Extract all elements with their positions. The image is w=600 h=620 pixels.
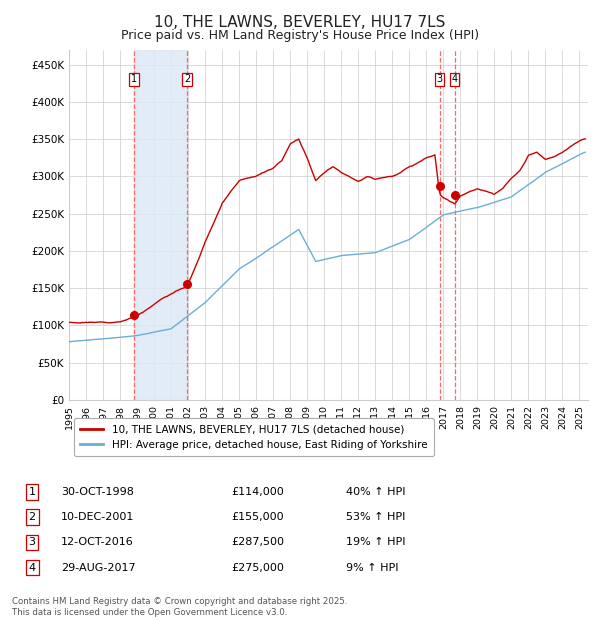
Text: 4: 4 [452, 74, 458, 84]
Text: £114,000: £114,000 [231, 487, 284, 497]
Text: 2: 2 [29, 512, 36, 522]
Text: 53% ↑ HPI: 53% ↑ HPI [346, 512, 406, 522]
Text: 3: 3 [29, 538, 35, 547]
Text: 4: 4 [29, 562, 36, 572]
Text: 1: 1 [131, 74, 137, 84]
Text: 10, THE LAWNS, BEVERLEY, HU17 7LS: 10, THE LAWNS, BEVERLEY, HU17 7LS [154, 16, 446, 30]
Text: £287,500: £287,500 [231, 538, 284, 547]
Bar [134, 50, 187, 400]
Text: 9% ↑ HPI: 9% ↑ HPI [346, 562, 398, 572]
Text: 3: 3 [437, 74, 443, 84]
Text: 2: 2 [184, 74, 190, 84]
Text: 29-AUG-2017: 29-AUG-2017 [61, 562, 136, 572]
Text: Contains HM Land Registry data © Crown copyright and database right 2025.
This d: Contains HM Land Registry data © Crown c… [12, 598, 347, 617]
Text: £275,000: £275,000 [231, 562, 284, 572]
Text: £155,000: £155,000 [231, 512, 284, 522]
Text: 40% ↑ HPI: 40% ↑ HPI [346, 487, 406, 497]
Text: 1: 1 [29, 487, 35, 497]
Text: 19% ↑ HPI: 19% ↑ HPI [346, 538, 406, 547]
Text: 10-DEC-2001: 10-DEC-2001 [61, 512, 134, 522]
Text: 30-OCT-1998: 30-OCT-1998 [61, 487, 134, 497]
Legend: 10, THE LAWNS, BEVERLEY, HU17 7LS (detached house), HPI: Average price, detached: 10, THE LAWNS, BEVERLEY, HU17 7LS (detac… [74, 418, 434, 456]
Text: 12-OCT-2016: 12-OCT-2016 [61, 538, 134, 547]
Text: Price paid vs. HM Land Registry's House Price Index (HPI): Price paid vs. HM Land Registry's House … [121, 29, 479, 42]
